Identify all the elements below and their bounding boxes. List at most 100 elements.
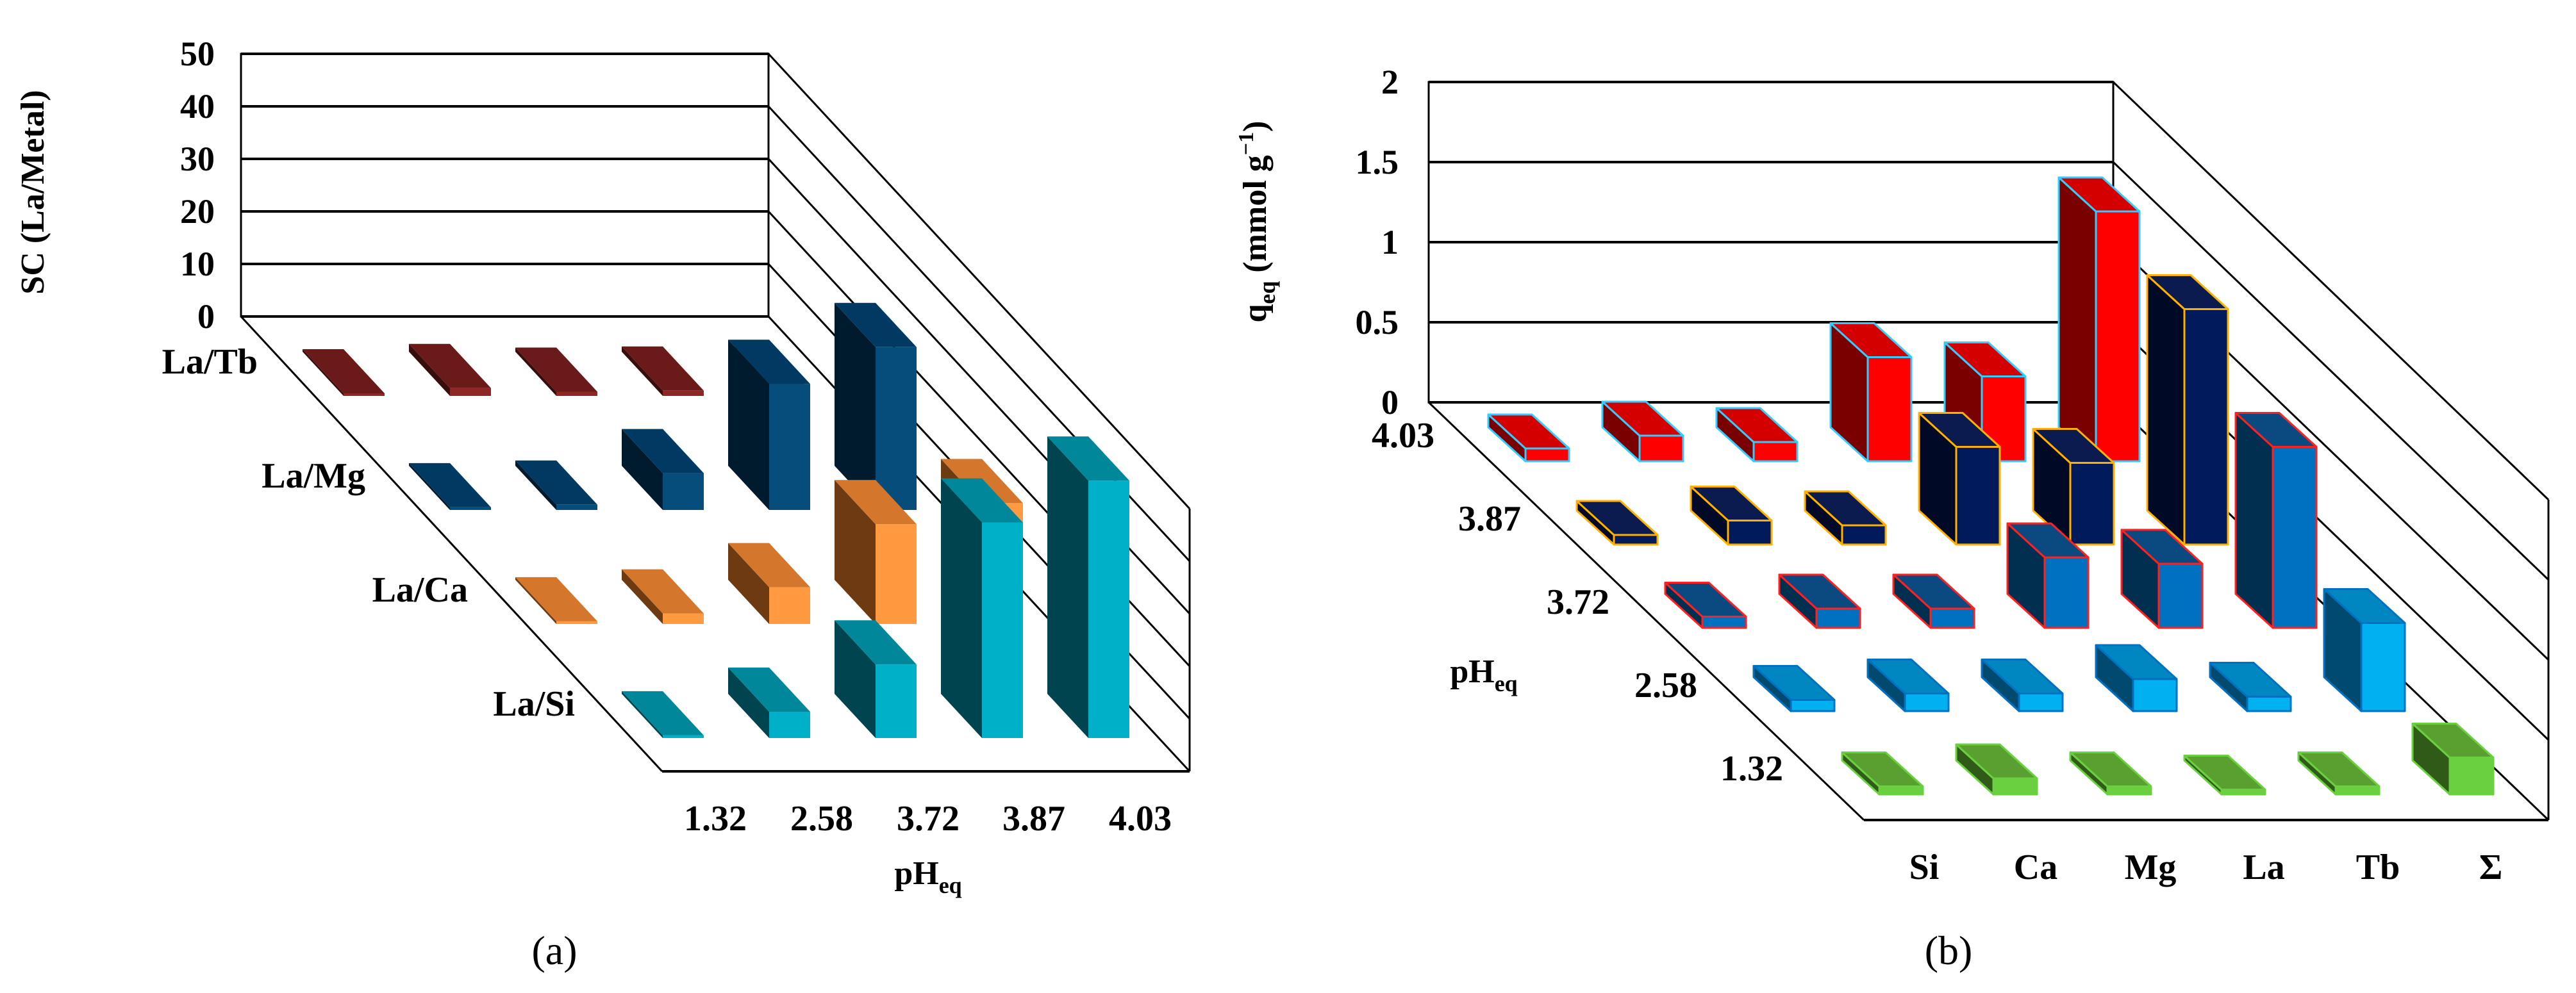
x-title-sub: eq — [939, 873, 962, 898]
row-label: La/Tb — [162, 342, 258, 382]
row-label: 1.32 — [1720, 749, 1783, 789]
bar-top-face — [409, 343, 491, 388]
bar-top-face — [622, 569, 704, 614]
bar-front-face — [1727, 520, 1773, 546]
bar-front-face — [2334, 785, 2381, 796]
x-tick-label: 3.72 — [897, 799, 960, 839]
y-tick-label: 20 — [180, 192, 215, 231]
bar — [1575, 500, 1659, 546]
y-title-sup: −1 — [1234, 132, 1258, 155]
floor-left-edge — [240, 315, 663, 773]
bar — [1047, 436, 1129, 738]
bar-front-face — [1524, 447, 1570, 463]
bar-top-face — [728, 543, 810, 587]
bar — [303, 349, 385, 396]
row-label: La/Mg — [262, 456, 365, 496]
bar — [1778, 573, 1861, 629]
bar-top-face — [835, 480, 917, 525]
bar — [1866, 659, 1950, 712]
bar — [2006, 522, 2090, 629]
y-title-end: ) — [1237, 120, 1274, 131]
bar-top-face — [515, 460, 597, 505]
x-tick-label: 2.58 — [790, 799, 853, 839]
chart-a: 50 40 30 20 10 0 La/Tb La/Mg La/Ca La/Si 1.32 2.58 3… — [15, 35, 1191, 973]
bar-side-face — [941, 478, 982, 738]
bar-front-face — [1701, 616, 1747, 629]
bar-front-face — [769, 712, 810, 738]
bar-side-face — [622, 691, 663, 738]
bar-front-face — [1992, 777, 2038, 796]
bar-side-face — [835, 620, 876, 738]
bar-front-face — [982, 522, 1023, 738]
bar-front-face — [2360, 622, 2406, 712]
bar — [409, 463, 491, 510]
bar — [2069, 751, 2152, 796]
depth-title-main: pH — [1450, 653, 1494, 690]
chart-a-x-axis-title: pHeq — [894, 855, 961, 898]
bar-front-face — [1955, 446, 2001, 546]
chart-a-labels: 50 40 30 20 10 0 La/Tb La/Mg La/Ca La/Si 1.32 2.58 3… — [162, 35, 1172, 839]
bar-side-face — [1047, 436, 1088, 738]
chart-a-y-axis-title: SC (La/Metal) — [15, 90, 51, 294]
bar-front-face — [1866, 356, 1913, 463]
bar — [1955, 743, 2038, 796]
bar-front-face — [1638, 434, 1684, 463]
row-label: La/Si — [493, 684, 575, 724]
bar-front-face — [2246, 696, 2292, 712]
x-tick-label: Σ — [2479, 848, 2503, 887]
chart-b-bars — [1487, 176, 2495, 796]
bar-top-face — [622, 429, 704, 473]
bar-side-face — [728, 340, 769, 510]
bar-front-face — [1790, 699, 1836, 712]
bar-front-face — [450, 388, 491, 396]
bar-side-face — [2057, 176, 2097, 463]
bar — [1715, 407, 1799, 463]
bar — [1487, 413, 1570, 463]
row-label: 4.03 — [1372, 416, 1434, 455]
bar-side-face — [303, 349, 344, 396]
bar — [1664, 582, 1747, 629]
bar-front-face — [1841, 524, 1887, 546]
bar — [2234, 412, 2318, 629]
bar — [728, 340, 810, 510]
y-tick-label: 1 — [1381, 223, 1399, 261]
row-label: 3.72 — [1547, 582, 1609, 622]
bar — [2120, 529, 2204, 629]
bar-side-face — [515, 577, 556, 624]
x-tick-label: 4.03 — [1109, 799, 1172, 839]
bar — [2032, 428, 2115, 546]
x-tick-label: Tb — [2356, 848, 2400, 887]
bar-front-face — [663, 735, 704, 738]
bar-front-face — [2157, 562, 2204, 629]
bar — [2209, 662, 2292, 712]
panel-label-b: (b) — [1925, 928, 1973, 973]
bar-top-face — [515, 577, 597, 621]
chart-b-labels: 2 1.5 1 0.5 04.03 3.87 3.72 2.58 1.32 Si Ca Mg La Tb Σ — [1356, 63, 2503, 887]
bar-top-face — [728, 668, 810, 712]
bar-front-face — [556, 504, 597, 510]
bar — [1918, 412, 2001, 546]
bar-front-face — [556, 621, 597, 624]
chart-b-depth-axis-title: pHeq — [1450, 653, 1517, 696]
y-tick-label: 40 — [180, 87, 215, 126]
x-tick-label: Si — [1909, 848, 1940, 887]
bar — [835, 480, 917, 624]
bar-front-face — [2095, 210, 2141, 463]
bar-front-face — [663, 613, 704, 624]
bar-front-face — [2106, 785, 2152, 796]
bar-front-face — [1929, 607, 1975, 629]
bar — [2146, 274, 2229, 546]
x-tick-label: 3.87 — [1002, 799, 1065, 839]
bar — [622, 691, 704, 738]
bar-front-face — [663, 390, 704, 396]
bar — [1601, 400, 1684, 463]
bar-side-face — [622, 346, 663, 396]
x-tick-label: La — [2243, 848, 2284, 887]
bar-front-face — [2043, 556, 2090, 629]
bar — [835, 620, 917, 738]
side-wall-gridline — [767, 53, 1191, 510]
bar — [1892, 573, 1975, 629]
bar — [728, 543, 810, 624]
bar-front-face — [344, 393, 385, 396]
